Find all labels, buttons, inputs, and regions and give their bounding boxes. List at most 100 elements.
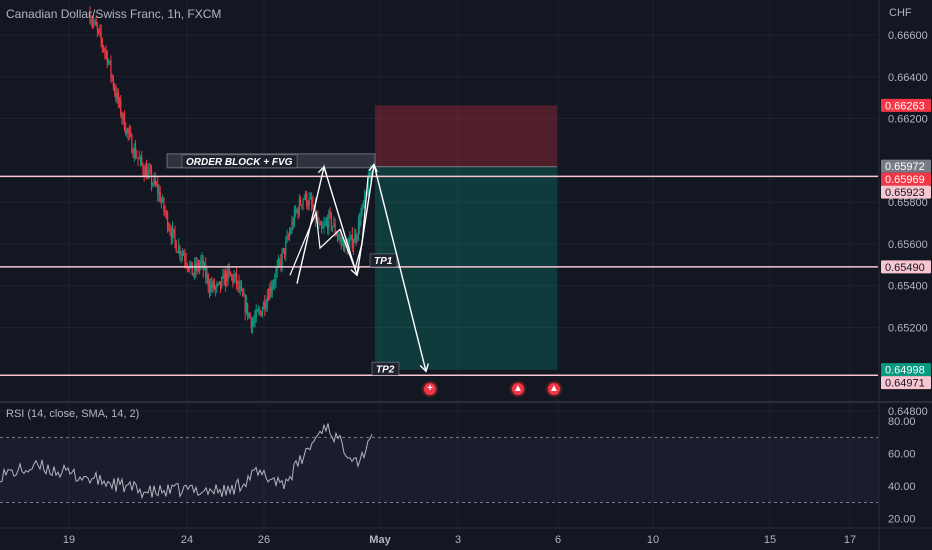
position-zones[interactable] [375, 105, 557, 370]
take-profit-zone[interactable] [375, 166, 557, 370]
projection-path-inner[interactable] [289, 176, 369, 276]
candle-body [328, 211, 330, 230]
price-label-target[interactable]: 0.64998 [885, 365, 925, 377]
rsi-line[interactable] [0, 423, 373, 500]
candle-body [192, 273, 195, 276]
candle-body [190, 261, 192, 265]
candle-body [267, 296, 270, 300]
candle-body [130, 132, 132, 136]
candle-body [185, 260, 187, 265]
candle-body [154, 178, 156, 185]
rsi-pane[interactable]: 80.00 60.00 40.00 20.00 [0, 416, 916, 526]
candle-body [371, 171, 373, 173]
candle-body [132, 152, 134, 157]
candle-body [343, 239, 345, 252]
candle-body [159, 191, 161, 203]
candle-body [90, 21, 92, 23]
price-label-current[interactable]: 0.65972 [885, 161, 925, 173]
candle-body [336, 235, 339, 237]
candle-body [282, 248, 284, 252]
arrowhead-1 [317, 165, 328, 175]
candle-body [335, 233, 337, 236]
candle-body [169, 229, 171, 233]
candle-body [105, 51, 107, 53]
rsi-band [0, 437, 878, 503]
price-label-upper-bg[interactable] [881, 185, 931, 199]
candle-body [274, 280, 276, 283]
rsi-title[interactable]: RSI (14, close, SMA, 14, 2) [6, 408, 140, 420]
candle-body [319, 223, 321, 225]
price-axis[interactable]: 0.66600 0.66400 0.66200 0.65800 0.65600 0.654… [881, 30, 931, 418]
annotations[interactable]: ORDER BLOCK + FVG TP1 TP2 [166, 153, 430, 376]
candle-body [95, 21, 97, 26]
time-axis[interactable]: 19 24 26 May 3 6 10 15 17 [63, 534, 856, 546]
candle-body [175, 240, 177, 253]
order-block-label[interactable]: ORDER BLOCK + FVG [181, 154, 298, 169]
candle-body [93, 22, 95, 24]
candle-body [238, 281, 240, 290]
candle-body [191, 261, 193, 276]
candle-body [216, 284, 218, 288]
candle-body [186, 264, 188, 268]
event-icon-1[interactable]: + [422, 381, 438, 397]
candle-body [365, 192, 367, 194]
candle-body [117, 92, 119, 103]
candle-body [283, 248, 286, 255]
candle-body [254, 317, 256, 322]
candle-body [121, 115, 123, 118]
candle-body [174, 231, 176, 241]
price-label-tp1-bg[interactable] [881, 260, 931, 274]
price-label-stop[interactable]: 0.66263 [885, 100, 925, 112]
arrowhead-3 [368, 163, 378, 173]
candle-body [361, 204, 363, 214]
candle-body [334, 223, 336, 234]
price-label-tp2[interactable]: 0.64971 [885, 378, 925, 390]
candle-body [303, 198, 305, 200]
price-tick-label: 0.65200 [888, 322, 928, 334]
candle-body [370, 171, 372, 179]
candle-body [265, 305, 267, 309]
candle-body [263, 301, 265, 310]
candle-body [308, 198, 310, 206]
candle-body [163, 198, 165, 211]
candle-body [341, 239, 344, 242]
symbol-title[interactable]: Canadian Dollar/Swiss Franc, 1h, FXCM [6, 7, 222, 21]
stop-loss-zone[interactable] [375, 105, 557, 167]
price-label-tp1[interactable]: 0.65490 [885, 262, 925, 274]
price-label-entry[interactable]: 0.65969 [885, 174, 925, 186]
candle-body [166, 213, 169, 229]
candle-body [352, 242, 355, 249]
candle-body [162, 198, 164, 202]
candle-body [148, 170, 150, 172]
candle-body [99, 30, 101, 32]
tp2-label-text: TP2 [376, 364, 395, 375]
price-label-current-bg[interactable] [881, 159, 931, 173]
candle-body [136, 157, 138, 159]
candle-body [307, 205, 309, 207]
candle-body [181, 253, 183, 255]
candle-body [182, 253, 185, 256]
candle-body [120, 100, 122, 116]
candle-body [125, 130, 127, 134]
price-label-tp2-bg[interactable] [881, 376, 931, 390]
candle-body [271, 286, 273, 292]
candle-body [364, 193, 366, 204]
price-label-stop-bg[interactable] [881, 98, 931, 112]
tp2-label[interactable]: TP2 [371, 361, 400, 376]
candle-body [285, 241, 287, 255]
candle-body [224, 272, 227, 286]
candle-body [207, 274, 209, 287]
candle-body [309, 198, 312, 200]
currency-label: CHF [889, 7, 912, 19]
event-icon-3[interactable]: ▲ [546, 381, 562, 397]
candle-body [258, 310, 260, 312]
candle-body [128, 132, 131, 134]
price-label-entry-bg[interactable] [881, 172, 931, 186]
tp1-label[interactable]: TP1 [369, 253, 398, 268]
price-label-target-bg[interactable] [881, 363, 931, 377]
horizontal-levels[interactable] [0, 175, 878, 377]
price-label-upper[interactable]: 0.65923 [885, 187, 925, 199]
event-icon-2[interactable]: ▲ [510, 381, 526, 397]
